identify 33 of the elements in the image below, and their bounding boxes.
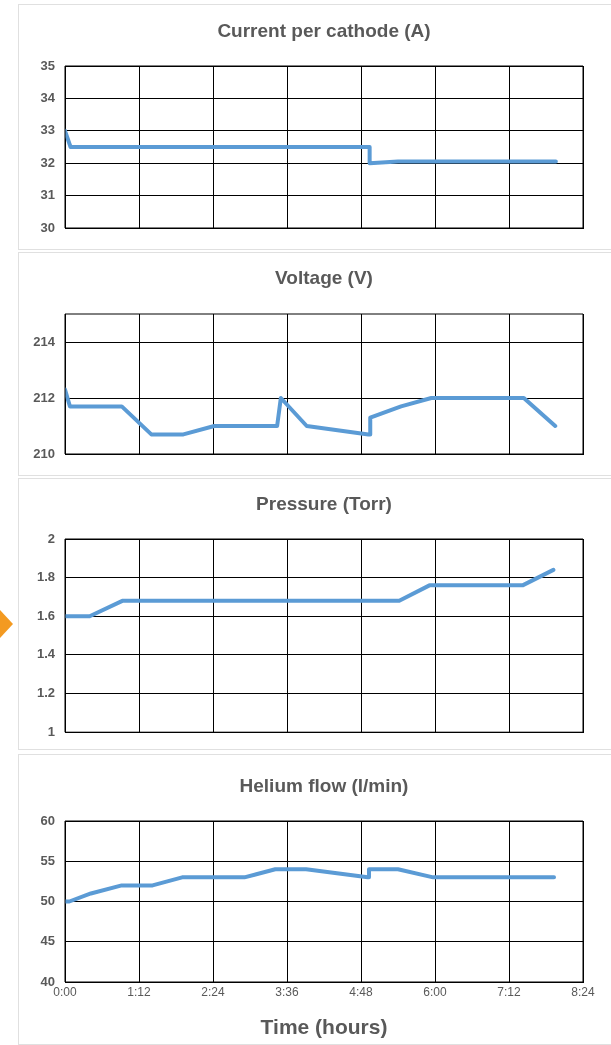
y-tick-label: 32 [40,154,55,170]
y-tick-label: 212 [33,389,55,405]
y-tick-label: 50 [40,893,55,909]
y-tick-label: 40 [40,973,55,989]
y-tick-label: 214 [33,333,56,349]
chart-title: Voltage (V) [275,267,373,289]
x-tick-label: 8:24 [571,984,595,999]
y-tick-label: 55 [40,852,55,868]
x-tick-label: 4:48 [349,984,373,999]
y-tick-label: 33 [40,122,55,138]
x-tick-label: 3:36 [275,984,299,999]
y-tick-label: 45 [40,933,55,949]
y-tick-label: 60 [40,812,55,828]
chart-title: Helium flow (l/min) [239,775,409,797]
y-tick-label: 1.2 [36,685,55,701]
y-tick-label: 1.4 [36,646,56,662]
x-tick-label: 7:12 [497,984,521,999]
x-tick-label: 6:00 [423,984,447,999]
y-tick-label: 2 [47,530,55,546]
y-tick-label: 210 [33,445,55,461]
y-tick-label: 34 [40,89,56,105]
y-tick-label: 35 [40,57,55,73]
x-tick-label: 1:12 [127,984,151,999]
x-tick-label: 0:00 [53,984,77,999]
x-tick-label: 2:24 [201,984,225,999]
y-tick-label: 1.6 [36,607,55,623]
chart-title: Current per cathode (A) [217,20,431,42]
y-tick-label: 30 [40,219,55,235]
y-tick-label: 31 [40,187,55,203]
x-axis-title: Time (hours) [260,1015,388,1039]
chart-title: Pressure (Torr) [256,493,392,515]
y-tick-label: 1.8 [36,569,55,585]
y-tick-label: 1 [47,723,55,739]
